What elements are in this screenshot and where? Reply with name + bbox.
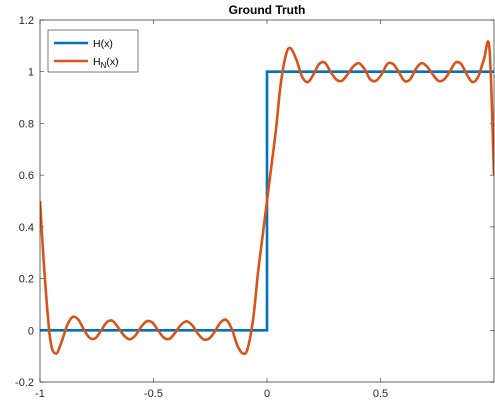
x-tick-label: 0.5 xyxy=(373,388,388,400)
y-tick-label: 0 xyxy=(28,325,34,337)
y-tick-label: 0.6 xyxy=(19,170,34,182)
y-tick-label: 0.8 xyxy=(19,118,34,130)
chart-title: Ground Truth xyxy=(229,3,306,17)
legend-label: HN(x) xyxy=(93,56,119,70)
y-tick-label: 0.4 xyxy=(19,222,34,234)
series-line-hn xyxy=(40,40,494,356)
legend-label-subscript: N xyxy=(101,61,107,70)
y-tick-label: 0.2 xyxy=(19,274,34,286)
x-tick-label: 0 xyxy=(264,388,270,400)
y-tick-label: -0.2 xyxy=(15,377,34,389)
axes-border xyxy=(39,19,495,383)
legend-box xyxy=(47,29,139,73)
legend-label-main: H xyxy=(93,56,101,68)
legend-label-main: H xyxy=(93,38,101,50)
x-tick-label: -1 xyxy=(35,388,45,400)
x-tick-label: -0.5 xyxy=(144,388,163,400)
y-tick-label: 1 xyxy=(28,67,34,79)
axes-box xyxy=(39,19,495,383)
series-lines xyxy=(40,40,494,356)
legend-label-suffix: (x) xyxy=(101,38,113,50)
legend-label: H(x) xyxy=(93,38,113,50)
y-tick-label: 1.2 xyxy=(19,15,34,27)
axis-ticks: -1 -0.5 0 0.5 -0.2 0 0.2 0.4 0.6 0.8 1 1.2 xyxy=(15,15,494,400)
legend-label-suffix: (x) xyxy=(106,56,118,68)
legend: H(x)HN(x) xyxy=(47,29,139,73)
